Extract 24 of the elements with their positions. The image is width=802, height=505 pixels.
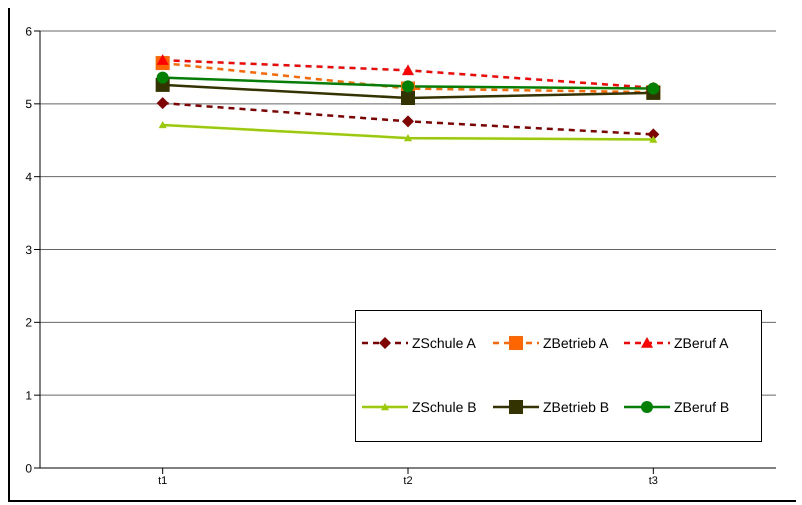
point xyxy=(158,120,167,128)
y-tick-label: 2 xyxy=(25,316,32,330)
point xyxy=(649,136,658,143)
y-tick-label: 1 xyxy=(25,388,32,402)
y-tick-label: 3 xyxy=(25,242,32,257)
point xyxy=(401,91,415,106)
point xyxy=(402,115,414,128)
point xyxy=(404,134,412,142)
y-tick-label: 6 xyxy=(25,24,32,38)
point xyxy=(156,72,169,84)
legend-label: ZSchule A xyxy=(412,335,476,351)
x-tick-label: t2 xyxy=(403,474,413,487)
legend-label: ZBetrieb A xyxy=(543,335,608,351)
legend-label: ZBeruf B xyxy=(674,399,730,415)
legend-label: ZBeruf A xyxy=(674,335,728,351)
point xyxy=(402,80,414,92)
x-tick-label: t1 xyxy=(158,474,168,487)
legend-label: ZSchule B xyxy=(412,399,477,415)
x-tick-label: t3 xyxy=(648,474,658,487)
point xyxy=(156,97,169,110)
y-tick-label: 5 xyxy=(25,97,32,112)
y-tick-label: 0 xyxy=(25,461,32,476)
legend-label: ZBetrieb B xyxy=(543,399,610,415)
y-tick-label: 4 xyxy=(25,170,32,184)
